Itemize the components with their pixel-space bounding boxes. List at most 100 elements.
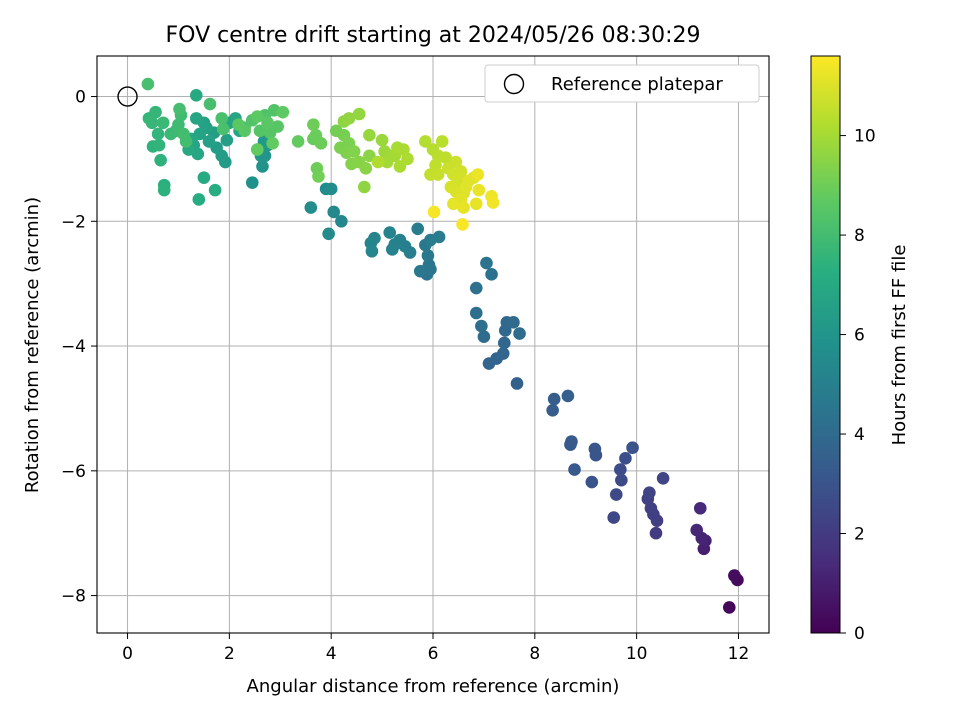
data-point bbox=[722, 601, 736, 614]
data-point bbox=[314, 137, 328, 150]
data-point bbox=[154, 153, 167, 167]
data-point bbox=[208, 183, 222, 197]
y-tick-label: −8 bbox=[61, 587, 86, 607]
data-point bbox=[432, 230, 446, 244]
data-point bbox=[322, 227, 335, 241]
chart-title: FOV centre drift starting at 2024/05/26 … bbox=[166, 23, 701, 48]
data-point bbox=[472, 183, 486, 197]
x-tick-label: 6 bbox=[428, 644, 439, 664]
data-point bbox=[359, 161, 373, 175]
data-point bbox=[145, 116, 159, 130]
y-tick-label: 0 bbox=[75, 88, 86, 108]
data-point bbox=[342, 112, 356, 125]
data-point bbox=[475, 319, 488, 333]
data-point bbox=[427, 205, 441, 219]
data-point bbox=[347, 145, 361, 158]
data-point bbox=[607, 511, 621, 524]
data-point bbox=[728, 569, 741, 582]
data-point bbox=[656, 472, 670, 485]
data-point bbox=[173, 102, 186, 116]
x-tick-label: 2 bbox=[224, 644, 235, 664]
data-point bbox=[401, 152, 414, 166]
data-point bbox=[447, 197, 460, 211]
x-axis-label: Angular distance from reference (arcmin) bbox=[247, 676, 620, 697]
y-tick-label: −2 bbox=[61, 212, 86, 232]
data-point bbox=[371, 155, 385, 169]
data-point bbox=[649, 526, 663, 540]
y-axis-label: Rotation from reference (arcmin) bbox=[22, 197, 43, 493]
data-point bbox=[471, 168, 485, 181]
data-point bbox=[568, 463, 581, 476]
data-point bbox=[626, 441, 639, 455]
data-point bbox=[588, 442, 602, 456]
legend-label-reference: Reference platepar bbox=[551, 74, 723, 95]
data-point bbox=[496, 347, 510, 360]
data-point bbox=[271, 120, 285, 133]
data-point bbox=[565, 435, 578, 448]
data-point bbox=[585, 475, 599, 489]
x-tick-label: 0 bbox=[122, 644, 133, 664]
data-point bbox=[261, 116, 274, 130]
colorbar-tick-label: 6 bbox=[854, 326, 865, 346]
data-point bbox=[449, 155, 463, 169]
colorbar-tick-label: 2 bbox=[854, 525, 865, 545]
data-point bbox=[615, 473, 628, 487]
data-point bbox=[419, 135, 432, 148]
colorbar-label: Hours from first FF file bbox=[889, 245, 910, 446]
data-point bbox=[459, 180, 473, 194]
data-point bbox=[411, 222, 425, 236]
colorbar: 0 2 4 6 8 10 Hours from first FF file bbox=[810, 55, 910, 644]
data-point bbox=[690, 523, 704, 537]
data-point bbox=[251, 110, 264, 123]
data-point bbox=[421, 249, 435, 262]
data-point bbox=[197, 171, 211, 184]
x-tick-label: 4 bbox=[326, 644, 337, 664]
data-point bbox=[469, 281, 483, 295]
data-point bbox=[619, 452, 632, 465]
legend: Reference platepar bbox=[484, 64, 760, 103]
data-point bbox=[291, 135, 305, 148]
data-point bbox=[307, 118, 320, 131]
data-point bbox=[324, 182, 338, 196]
data-point bbox=[151, 127, 165, 141]
data-point bbox=[477, 330, 491, 344]
data-point bbox=[335, 215, 348, 228]
data-point bbox=[510, 377, 524, 390]
data-point bbox=[413, 264, 427, 278]
data-point bbox=[363, 128, 376, 142]
data-point bbox=[304, 201, 318, 214]
data-point bbox=[431, 168, 445, 181]
data-point bbox=[456, 218, 469, 231]
data-point bbox=[179, 135, 193, 148]
data-point bbox=[469, 306, 483, 320]
y-tick-label: −6 bbox=[61, 462, 86, 482]
data-point bbox=[152, 138, 166, 152]
y-tick-label: −4 bbox=[61, 337, 86, 357]
data-point bbox=[312, 170, 325, 183]
data-point bbox=[561, 389, 575, 403]
data-point bbox=[220, 133, 234, 147]
data-point bbox=[385, 243, 399, 256]
data-point bbox=[609, 488, 623, 501]
data-points bbox=[141, 77, 744, 614]
data-point bbox=[693, 501, 707, 515]
data-point bbox=[486, 196, 500, 209]
data-point bbox=[251, 143, 264, 156]
data-point bbox=[375, 133, 389, 147]
data-point bbox=[253, 124, 267, 138]
colorbar-tick-label: 0 bbox=[854, 624, 865, 644]
y-axis-ticks: 0 −2 −4 −6 −8 bbox=[61, 88, 97, 607]
colorbar-tick-label: 8 bbox=[854, 226, 865, 246]
data-point bbox=[643, 486, 656, 499]
data-point bbox=[507, 316, 520, 329]
x-tick-label: 8 bbox=[529, 644, 540, 664]
data-point bbox=[276, 105, 290, 119]
data-point bbox=[439, 151, 453, 164]
data-point bbox=[546, 404, 559, 417]
data-point bbox=[203, 97, 217, 111]
x-tick-label: 12 bbox=[728, 644, 750, 664]
legend-marker-reference bbox=[503, 73, 525, 95]
data-point bbox=[157, 183, 171, 197]
data-point bbox=[480, 256, 493, 270]
